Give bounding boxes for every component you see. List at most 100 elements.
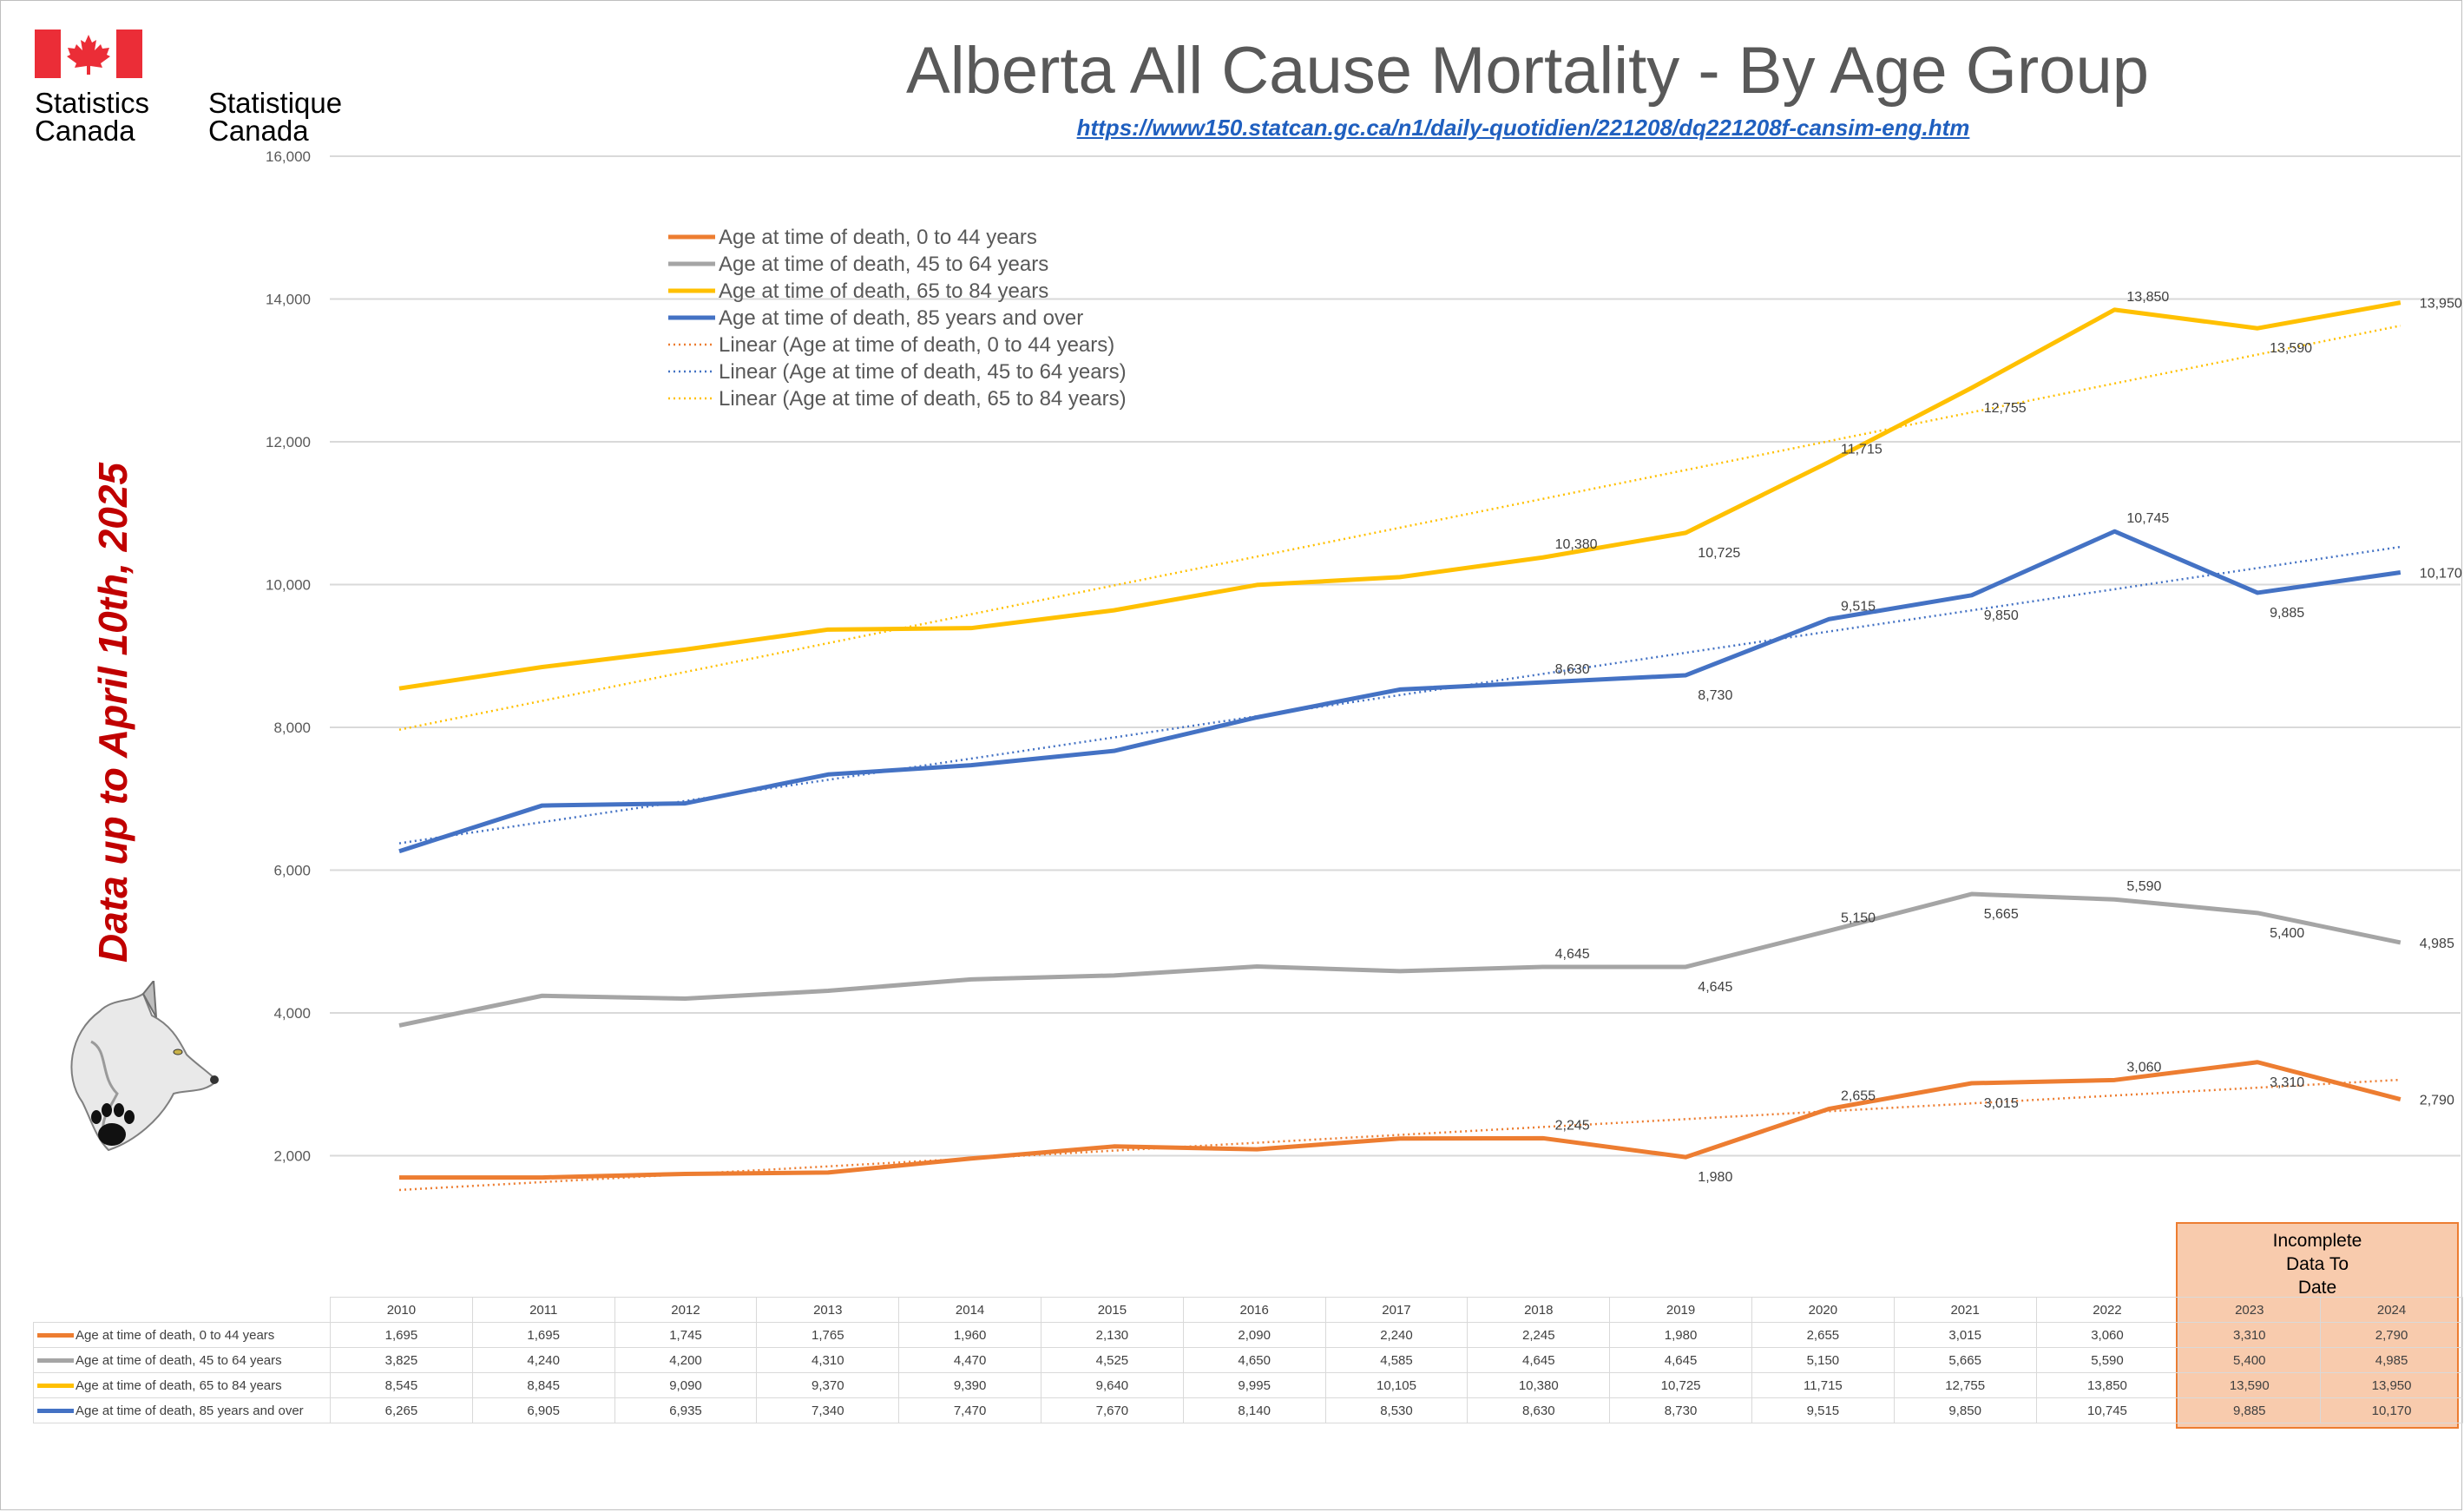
table-row-label: Age at time of death, 0 to 44 years xyxy=(33,1322,331,1348)
data-label: 5,150 xyxy=(1841,910,1876,925)
table-cell: 4,310 xyxy=(756,1347,900,1373)
y-tick-label: 14,000 xyxy=(266,292,311,308)
data-label: 10,170 xyxy=(2420,567,2462,582)
table-cell: 9,390 xyxy=(898,1372,1041,1398)
legend-label: Linear (Age at time of death, 45 to 64 y… xyxy=(719,360,1127,384)
table-cell: 8,845 xyxy=(471,1372,615,1398)
data-label: 2,790 xyxy=(2420,1094,2454,1108)
table-cell: 4,645 xyxy=(1609,1347,1752,1373)
table-column-header: 2022 xyxy=(2035,1297,2179,1323)
table-cell: 1,695 xyxy=(471,1322,615,1348)
table-row-label-text: Age at time of death, 0 to 44 years xyxy=(76,1327,275,1343)
trendlines xyxy=(398,325,2402,1192)
table-cell: 10,380 xyxy=(1467,1372,1611,1398)
table-cell: 10,170 xyxy=(2320,1397,2463,1423)
table-cell: 6,905 xyxy=(471,1397,615,1423)
table-cell: 9,515 xyxy=(1751,1397,1895,1423)
table-cell: 9,850 xyxy=(1893,1397,2037,1423)
table-corner xyxy=(34,1298,331,1323)
wolf-mane xyxy=(90,1040,119,1138)
table-cell: 5,400 xyxy=(2178,1347,2322,1373)
statistics-canada-logo: Statistics Canada Statistique Canada xyxy=(35,30,365,151)
table-cell: 3,310 xyxy=(2178,1322,2322,1348)
wolf-nose xyxy=(210,1075,219,1084)
table-cell: 9,885 xyxy=(2178,1397,2322,1423)
trendline xyxy=(398,545,2401,845)
table-row-label-text: Age at time of death, 65 to 84 years xyxy=(76,1377,282,1393)
y-tick-label: 10,000 xyxy=(266,577,311,594)
y-tick-label: 6,000 xyxy=(273,863,311,879)
table-cell: 3,825 xyxy=(330,1347,473,1373)
table-column-header: 2015 xyxy=(1040,1297,1184,1323)
table-cell: 1,960 xyxy=(898,1322,1041,1348)
table-column-header: 2023 xyxy=(2178,1297,2322,1323)
paw-print-icon xyxy=(91,1103,135,1146)
legend-label: Age at time of death, 85 years and over xyxy=(719,306,1083,330)
table-cell: 3,060 xyxy=(2035,1322,2179,1348)
table-cell: 5,150 xyxy=(1751,1347,1895,1373)
table-column-header: 2016 xyxy=(1182,1297,1326,1323)
gridlines xyxy=(330,155,2461,1157)
data-label: 10,380 xyxy=(1555,537,1598,552)
chart-title: Alberta All Cause Mortality - By Age Gro… xyxy=(906,34,2149,108)
wolf-eye xyxy=(173,1049,183,1055)
table-cell: 10,725 xyxy=(1609,1372,1752,1398)
table-cell: 5,590 xyxy=(2035,1347,2179,1373)
table-cell: 13,950 xyxy=(2320,1372,2463,1398)
flag-bar-left xyxy=(35,30,61,78)
series-lines xyxy=(398,300,2402,1180)
y-tick-label: 12,000 xyxy=(266,434,311,450)
data-label: 13,590 xyxy=(2270,341,2312,356)
table-cell: 11,715 xyxy=(1751,1372,1895,1398)
incomplete-data-note: Incomplete Data To Date xyxy=(2272,1231,2362,1298)
source-link[interactable]: https://www150.statcan.gc.ca/n1/daily-qu… xyxy=(1076,115,1970,141)
data-label: 5,400 xyxy=(2270,926,2304,941)
table-cell: 5,665 xyxy=(1893,1347,2037,1373)
table-cell: 10,105 xyxy=(1324,1372,1469,1398)
data-label: 4,985 xyxy=(2420,937,2454,951)
table-row-label: Age at time of death, 65 to 84 years xyxy=(33,1372,331,1398)
table-cell: 12,755 xyxy=(1893,1372,2037,1398)
table-cell: 13,850 xyxy=(2035,1372,2179,1398)
table-cell: 8,530 xyxy=(1324,1397,1469,1423)
table-cell: 8,630 xyxy=(1467,1397,1611,1423)
data-label: 10,745 xyxy=(2126,511,2169,526)
table-cell: 1,745 xyxy=(614,1322,758,1348)
data-label: 9,850 xyxy=(1984,608,2019,623)
table-cell: 7,470 xyxy=(898,1397,1041,1423)
table-row: Age at time of death, 0 to 44 years 1,695… xyxy=(33,1322,2463,1348)
table-cell: 9,640 xyxy=(1040,1372,1184,1398)
table-row-swatch xyxy=(37,1409,74,1414)
logo-word-canada-en: Canada xyxy=(35,115,135,147)
series-line xyxy=(399,1060,2402,1180)
table-column-header: 2019 xyxy=(1609,1297,1752,1323)
table-row: Age at time of death, 85 years and over 6… xyxy=(33,1397,2463,1423)
table-cell: 7,340 xyxy=(756,1397,900,1423)
table-column-header: 2024 xyxy=(2320,1297,2463,1323)
data-labels: 2,245 1,980 2,655 3,015 3,060 3,310 2,790 4,645… xyxy=(1555,290,2462,1185)
table-cell: 8,140 xyxy=(1182,1397,1326,1423)
table-column-header: 2021 xyxy=(1893,1297,2037,1323)
table-row-swatch xyxy=(37,1358,74,1364)
data-label: 3,015 xyxy=(1984,1096,2019,1111)
legend-label: Age at time of death, 65 to 84 years xyxy=(719,279,1048,303)
table-cell: 2,655 xyxy=(1751,1322,1895,1348)
table-cell: 8,730 xyxy=(1609,1397,1752,1423)
table-cell: 2,130 xyxy=(1040,1322,1184,1348)
legend: Age at time of death, 0 to 44 years Age a… xyxy=(668,226,1127,411)
table-cell: 9,090 xyxy=(614,1372,758,1398)
table-cell: 1,980 xyxy=(1609,1322,1752,1348)
data-table: 2010 2011 2012 2013 2014 2015 2016 2017 2018 2019… xyxy=(33,1297,2463,1423)
y-tick-label: 4,000 xyxy=(273,1005,311,1022)
table-cell: 4,645 xyxy=(1467,1347,1611,1373)
table-header-row: 2010 2011 2012 2013 2014 2015 2016 2017 2018 2019… xyxy=(34,1297,2463,1323)
data-label: 3,060 xyxy=(2126,1060,2161,1075)
canada-flag-icon xyxy=(35,30,142,78)
y-tick-label: 2,000 xyxy=(273,1148,311,1165)
table-cell: 4,985 xyxy=(2320,1347,2463,1373)
series-line xyxy=(398,300,2402,691)
maple-leaf-icon xyxy=(67,35,110,75)
table-cell: 2,790 xyxy=(2320,1322,2463,1348)
table-cell: 6,265 xyxy=(330,1397,473,1423)
